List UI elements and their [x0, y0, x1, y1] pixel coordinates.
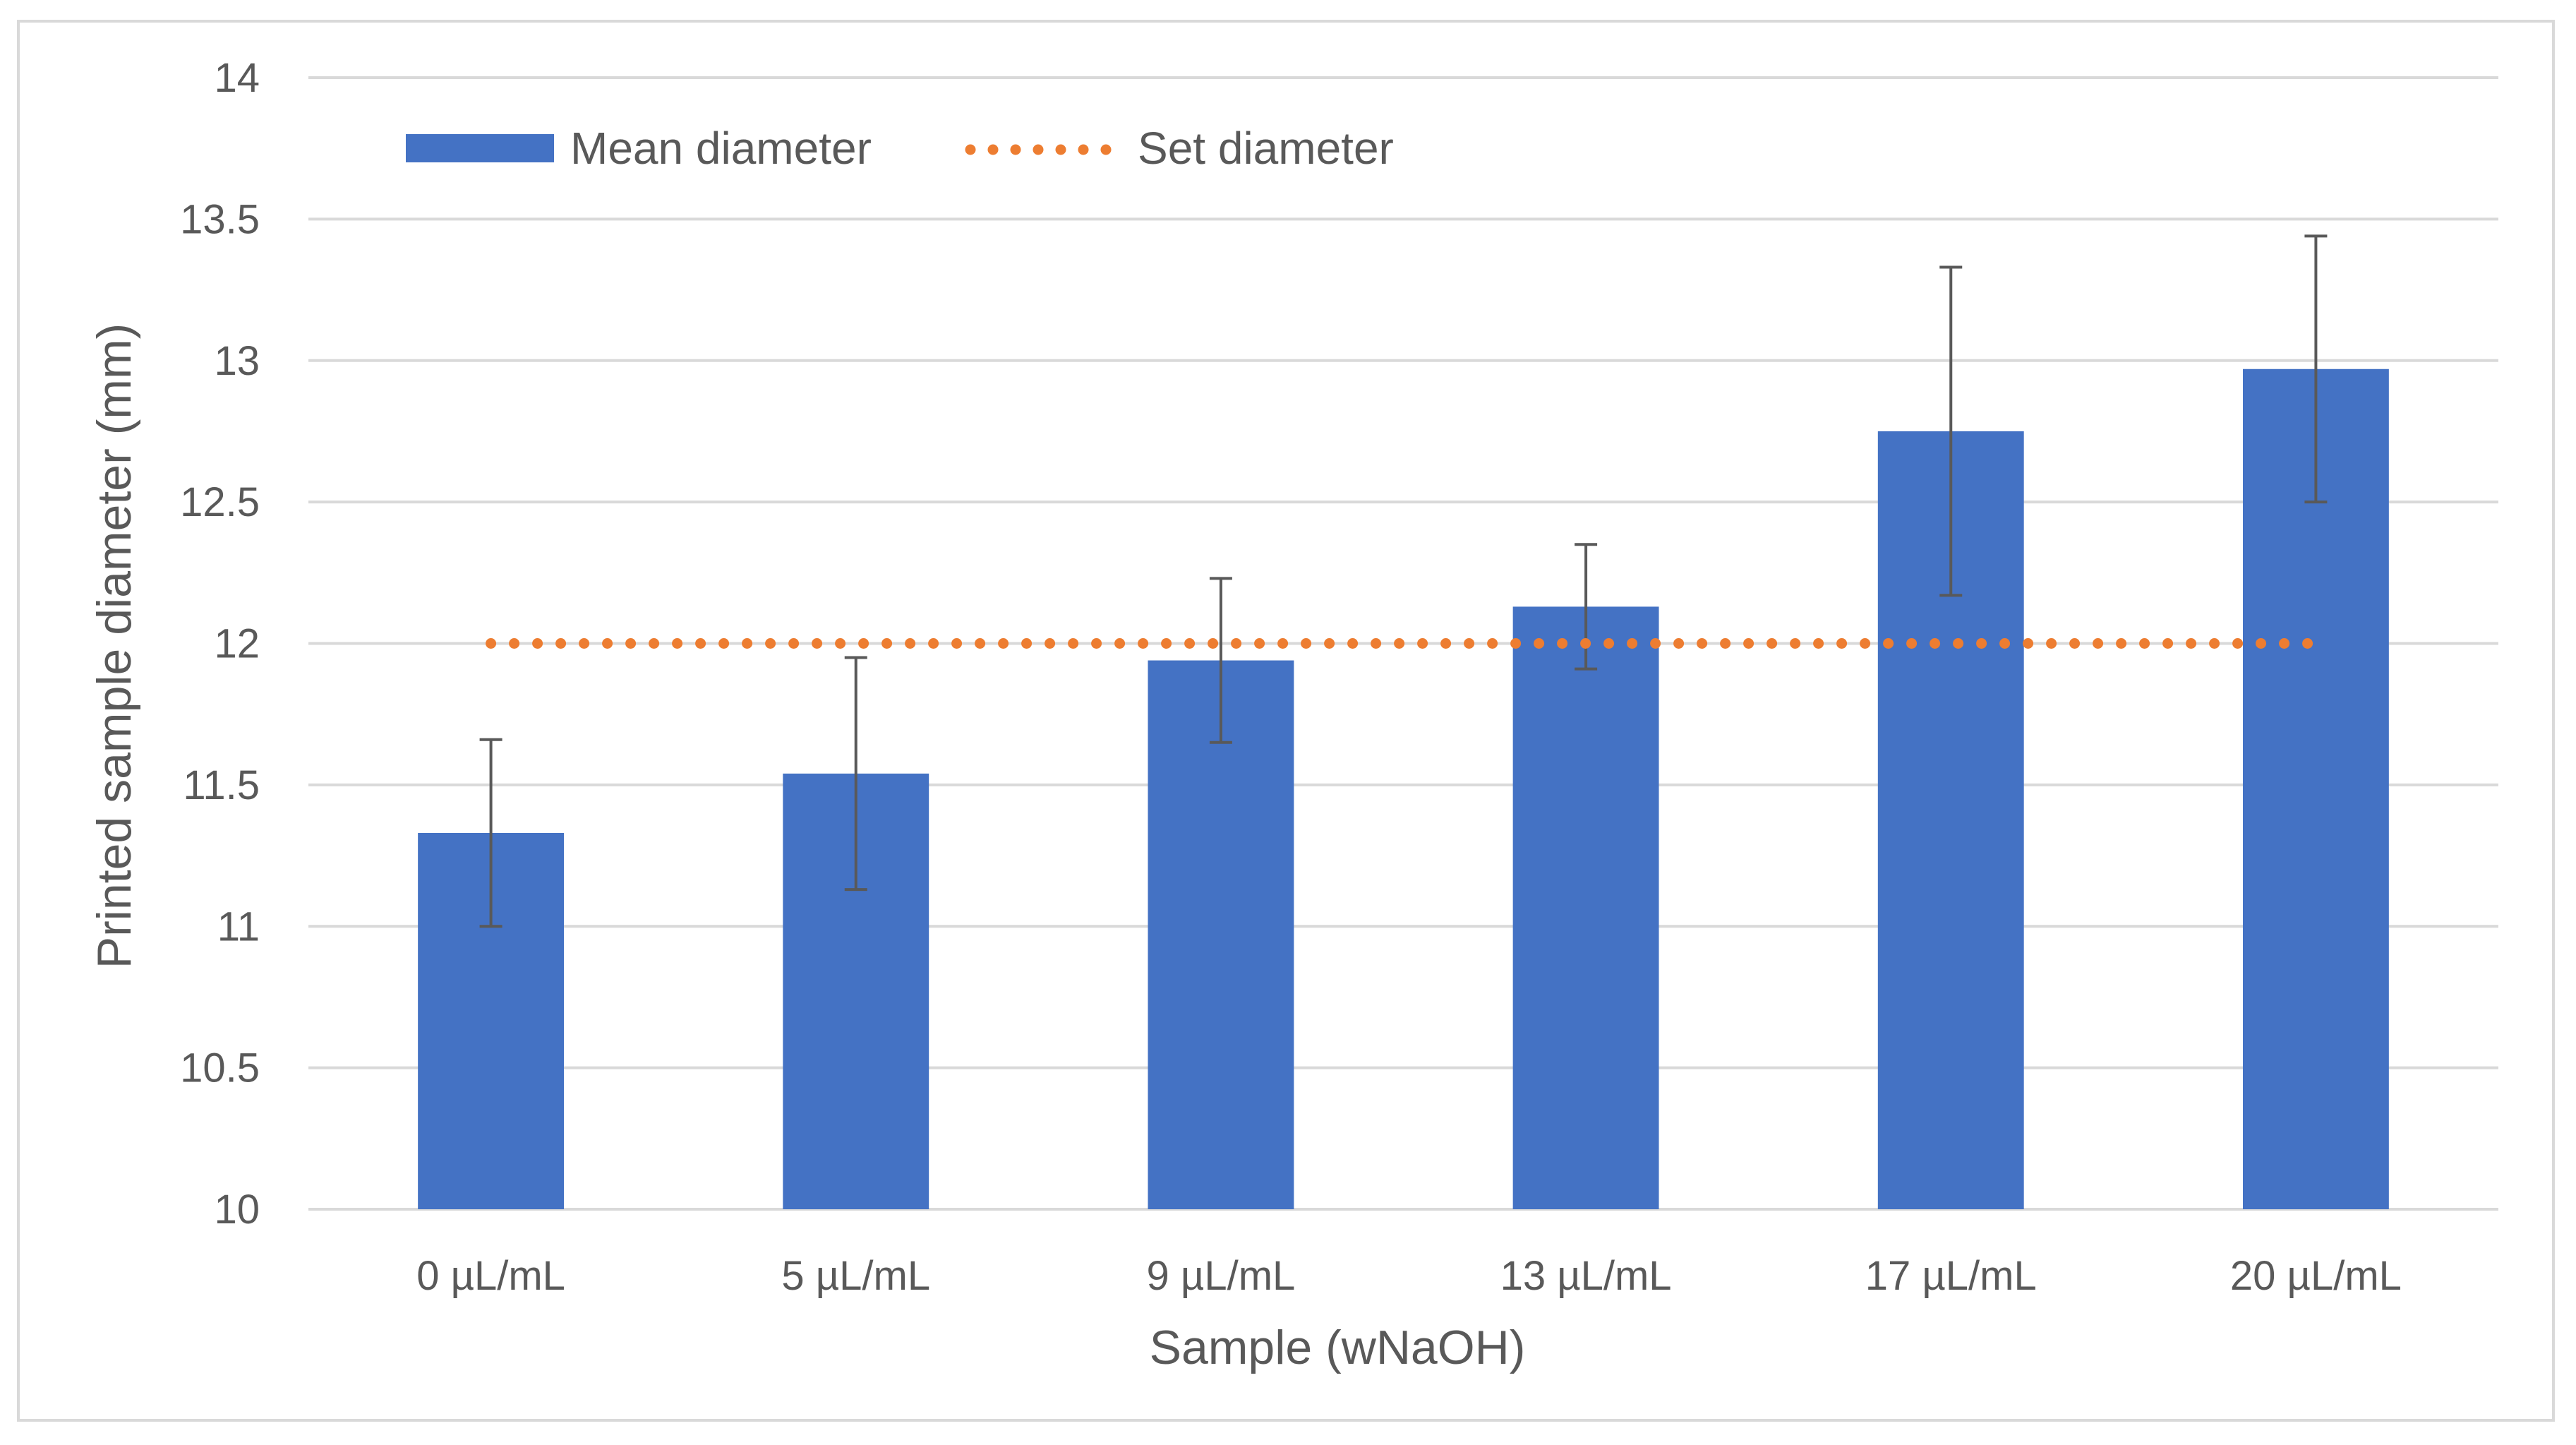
y-tick-label: 12.5	[180, 479, 260, 525]
legend-label-mean-diameter: Mean diameter	[570, 123, 872, 174]
x-axis-ticks: 0 µL/mL 5 µL/mL 9 µL/mL 13 µL/mL 17 µL/mL 20 …	[416, 1253, 2402, 1299]
y-tick-label: 14	[214, 55, 260, 101]
y-tick-label: 11.5	[183, 762, 260, 808]
y-tick-label: 13.5	[180, 196, 260, 242]
x-tick-label: 5 µL/mL	[781, 1253, 930, 1299]
bar	[1512, 606, 1659, 1209]
y-tick-label: 11	[217, 904, 260, 949]
x-axis-title: Sample (wNaOH)	[1150, 1321, 1526, 1374]
bar	[1148, 660, 1294, 1209]
y-tick-label: 12	[214, 621, 260, 667]
x-tick-label: 9 µL/mL	[1147, 1253, 1296, 1299]
y-axis-title: Printed sample diameter (mm)	[88, 323, 141, 969]
y-tick-label: 10.5	[180, 1045, 260, 1091]
legend: Mean diameter Set diameter	[406, 123, 1394, 174]
error-bars	[479, 234, 2328, 928]
y-tick-label: 10	[214, 1187, 260, 1233]
legend-label-set-diameter: Set diameter	[1138, 123, 1394, 174]
bars	[418, 368, 2389, 1210]
x-tick-label: 17 µL/mL	[1865, 1253, 2037, 1299]
x-tick-label: 0 µL/mL	[416, 1253, 565, 1299]
y-tick-label: 13	[214, 338, 260, 384]
gridlines	[308, 76, 2498, 1211]
x-tick-label: 13 µL/mL	[1500, 1253, 1672, 1299]
x-tick-label: 20 µL/mL	[2230, 1253, 2402, 1299]
bar	[2242, 368, 2389, 1210]
y-axis-ticks: 10 10.5 11 11.5 12 12.5 13 13.5 14	[180, 55, 260, 1233]
legend-swatch-mean-diameter	[406, 134, 554, 162]
